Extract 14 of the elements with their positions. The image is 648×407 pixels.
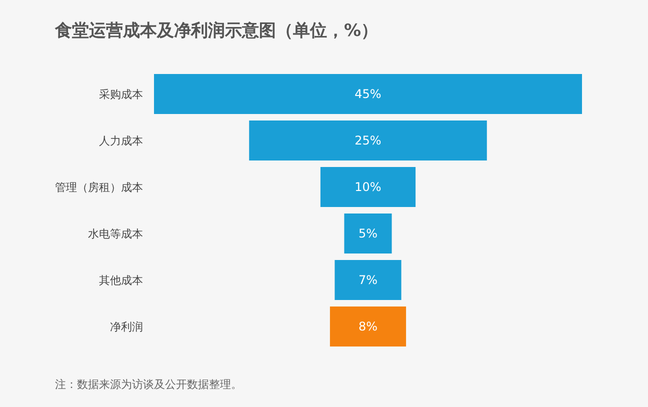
category-label: 管理（房租）成本	[55, 181, 143, 194]
data-label: 25%	[354, 134, 382, 148]
text: 食堂运营成本及净利润示意图（单位，%）	[54, 21, 378, 41]
data-label: 5%	[358, 226, 378, 240]
data-label: 7%	[358, 273, 378, 287]
data-label: 45%	[354, 87, 382, 101]
category-label: 净利润	[110, 320, 143, 334]
category-label: 采购成本	[99, 88, 143, 101]
category-label: 其他成本	[99, 274, 143, 287]
data-label: 8%	[358, 320, 378, 334]
category-label: 人力成本	[99, 134, 143, 148]
data-label: 10%	[354, 180, 382, 194]
category-label: 水电等成本	[88, 228, 143, 240]
text: 注：数据来源为访谈及公开数据整理。	[55, 378, 242, 391]
